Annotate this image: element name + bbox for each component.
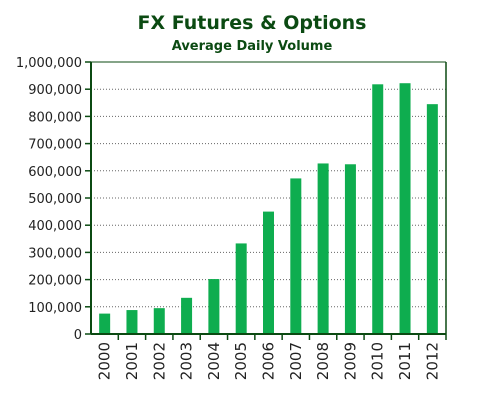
x-tick-label-2000: 2000 bbox=[96, 342, 114, 380]
y-tick-label: 500,000 bbox=[28, 192, 82, 207]
bar-2000 bbox=[99, 313, 111, 334]
x-tick-label-2010: 2010 bbox=[369, 342, 387, 380]
bar-2007 bbox=[290, 178, 302, 334]
bar-2011 bbox=[399, 83, 411, 334]
bar-2004 bbox=[208, 279, 220, 334]
chart-subtitle: Average Daily Volume bbox=[172, 39, 333, 54]
y-tick-label: 300,000 bbox=[28, 246, 82, 261]
bar-2010 bbox=[372, 84, 384, 334]
axes bbox=[85, 61, 447, 340]
y-tick-label: 0 bbox=[74, 328, 82, 343]
y-tick-label: 100,000 bbox=[28, 301, 82, 316]
x-tick-label-2009: 2009 bbox=[341, 342, 359, 380]
x-tick-label-2007: 2007 bbox=[287, 342, 305, 380]
chart-title: FX Futures & Options bbox=[137, 12, 366, 34]
bar-2009 bbox=[344, 164, 356, 334]
y-tick-label: 200,000 bbox=[28, 274, 82, 289]
x-tick-label-2003: 2003 bbox=[178, 342, 196, 380]
bar-2003 bbox=[181, 297, 193, 334]
x-tick-label-2005: 2005 bbox=[232, 342, 250, 380]
bar-2008 bbox=[317, 163, 329, 334]
x-tick-label-2012: 2012 bbox=[423, 342, 441, 380]
x-tick-label-2004: 2004 bbox=[205, 342, 223, 380]
x-tick-labels: 2000 2001 2002 2003 2004 2005 2006 2007 2008 2009… bbox=[96, 342, 442, 380]
y-tick-label: 1,000,000 bbox=[16, 56, 82, 71]
y-tick-label: 400,000 bbox=[28, 219, 82, 234]
y-tick-label: 800,000 bbox=[28, 110, 82, 125]
y-tick-label: 600,000 bbox=[28, 165, 82, 180]
x-tick-label-2011: 2011 bbox=[396, 342, 414, 380]
bars bbox=[99, 83, 438, 334]
y-tick-label: 700,000 bbox=[28, 138, 82, 153]
bar-2002 bbox=[153, 308, 165, 334]
bar-2001 bbox=[126, 310, 138, 334]
x-tick-label-2001: 2001 bbox=[123, 342, 141, 380]
bar-2005 bbox=[235, 243, 247, 334]
x-tick-label-2008: 2008 bbox=[314, 342, 332, 380]
y-tick-labels: 0 100,000 200,000 300,000 400,000 500,000 600,… bbox=[16, 56, 82, 343]
bar-2006 bbox=[263, 211, 274, 334]
x-tick-label-2002: 2002 bbox=[150, 342, 168, 380]
x-tick-label-2006: 2006 bbox=[260, 342, 278, 380]
bar-2012 bbox=[426, 104, 438, 334]
y-tick-label: 900,000 bbox=[28, 83, 82, 98]
